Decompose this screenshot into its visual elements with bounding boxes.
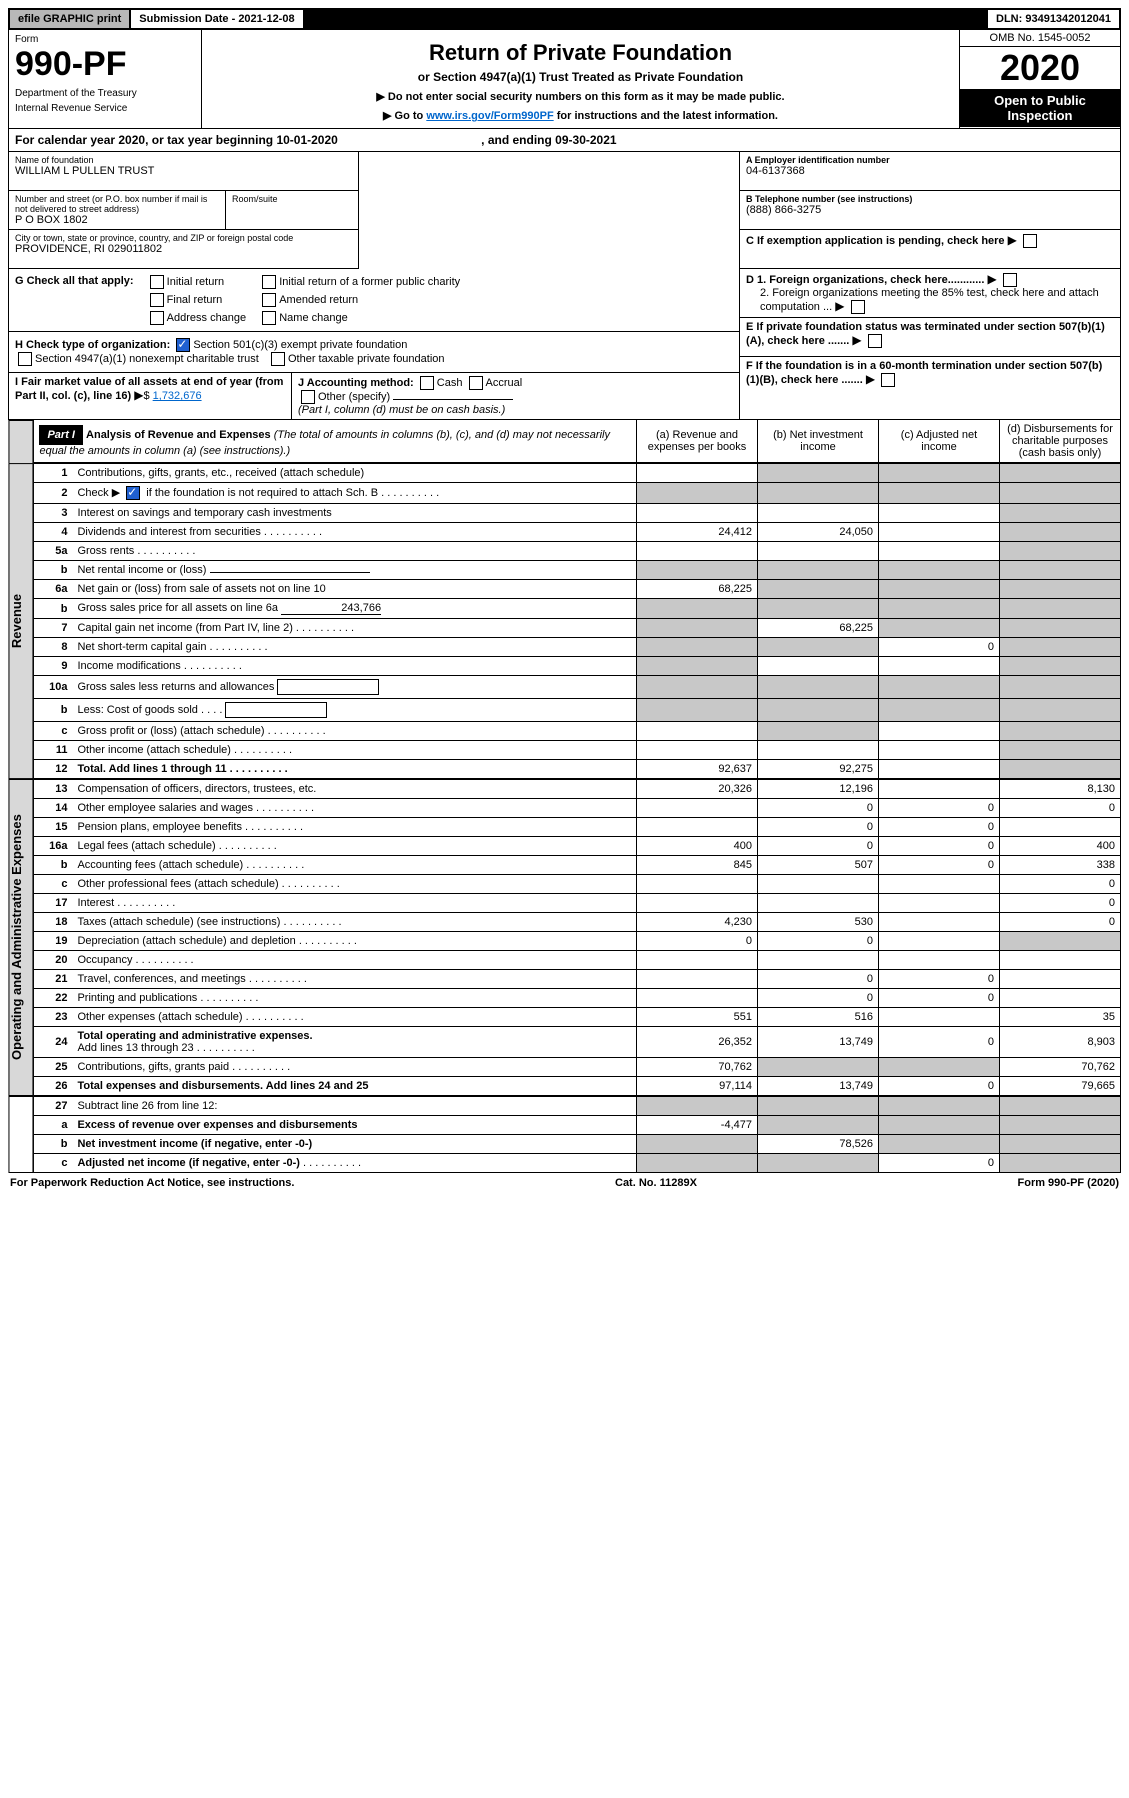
60month-checkbox[interactable]	[881, 373, 895, 387]
instruction-2: ▶ Go to www.irs.gov/Form990PF for instru…	[208, 109, 953, 122]
4947-checkbox[interactable]	[18, 352, 32, 366]
header-center: Return of Private Foundation or Section …	[202, 30, 959, 128]
line27-table: 27Subtract line 26 from line 12: aExcess…	[33, 1096, 1121, 1173]
revenue-side-label: Revenue	[8, 463, 33, 779]
calendar-year-row: For calendar year 2020, or tax year begi…	[8, 129, 1121, 152]
initial-former-checkbox[interactable]	[262, 275, 276, 289]
foreign-85-checkbox[interactable]	[851, 300, 865, 314]
pra-notice: For Paperwork Reduction Act Notice, see …	[10, 1177, 294, 1189]
expenses-side-label: Operating and Administrative Expenses	[8, 779, 33, 1096]
initial-return-checkbox[interactable]	[150, 275, 164, 289]
ein-cell: A Employer identification number 04-6137…	[740, 152, 1120, 191]
revenue-section: Revenue 1Contributions, gifts, grants, e…	[8, 463, 1121, 779]
foundation-name-cell: Name of foundation WILLIAM L PULLEN TRUS…	[9, 152, 358, 191]
room-suite-cell: Room/suite	[225, 191, 358, 230]
part1-header-table: Part I Analysis of Revenue and Expenses …	[33, 420, 1121, 463]
tel-cell: B Telephone number (see instructions) (8…	[740, 191, 1120, 230]
other-method-checkbox[interactable]	[301, 390, 315, 404]
form-title: Return of Private Foundation	[208, 40, 953, 66]
side-blank	[8, 1096, 33, 1173]
section-g: G Check all that apply: Initial return F…	[9, 269, 739, 332]
section-d: D 1. Foreign organizations, check here..…	[740, 269, 1120, 318]
section-h: H Check type of organization: Section 50…	[9, 332, 739, 373]
revenue-table: 1Contributions, gifts, grants, etc., rec…	[33, 463, 1121, 779]
accrual-checkbox[interactable]	[469, 376, 483, 390]
sch-b-checkbox[interactable]	[126, 486, 140, 500]
dln-label: DLN: 93491342012041	[988, 10, 1119, 28]
cash-checkbox[interactable]	[420, 376, 434, 390]
submission-date: Submission Date - 2021-12-08	[131, 10, 304, 28]
section-i: I Fair market value of all assets at end…	[9, 373, 292, 419]
part1-title: Analysis of Revenue and Expenses	[86, 429, 271, 441]
col-b-header: (b) Net investment income	[758, 420, 879, 463]
form-number: 990-PF	[15, 45, 195, 84]
fmv-value[interactable]: 1,732,676	[153, 390, 202, 402]
open-public-badge: Open to Public Inspection	[960, 89, 1120, 127]
omb-number: OMB No. 1545-0052	[960, 30, 1120, 47]
instruction-1: ▶ Do not enter social security numbers o…	[208, 90, 953, 103]
header-right: OMB No. 1545-0052 2020 Open to Public In…	[959, 30, 1120, 128]
section-c: C If exemption application is pending, c…	[740, 230, 1120, 269]
amended-return-checkbox[interactable]	[262, 293, 276, 307]
treasury-dept: Department of the Treasury	[15, 88, 195, 99]
section-e: E If private foundation status was termi…	[740, 318, 1120, 357]
other-taxable-checkbox[interactable]	[271, 352, 285, 366]
spacer	[305, 10, 988, 28]
final-return-checkbox[interactable]	[150, 293, 164, 307]
page-footer: For Paperwork Reduction Act Notice, see …	[8, 1173, 1121, 1193]
form-subtitle: or Section 4947(a)(1) Trust Treated as P…	[208, 70, 953, 84]
city-cell: City or town, state or province, country…	[9, 230, 358, 269]
top-bar: efile GRAPHIC print Submission Date - 20…	[8, 8, 1121, 30]
form-number-cell: Form 990-PF Department of the Treasury I…	[9, 30, 202, 128]
irs-link[interactable]: www.irs.gov/Form990PF	[426, 110, 553, 122]
col-c-header: (c) Adjusted net income	[879, 420, 1000, 463]
efile-print-button[interactable]: efile GRAPHIC print	[10, 10, 131, 28]
cat-number: Cat. No. 11289X	[615, 1177, 697, 1189]
name-change-checkbox[interactable]	[262, 311, 276, 325]
section-j: J Accounting method: Cash Accrual Other …	[292, 373, 739, 419]
foreign-org-checkbox[interactable]	[1003, 273, 1017, 287]
address-cell: Number and street (or P.O. box number if…	[9, 191, 225, 230]
side-spacer	[8, 420, 33, 463]
part1-label: Part I	[39, 425, 83, 445]
form-label: Form	[15, 34, 195, 45]
exemption-pending-checkbox[interactable]	[1023, 234, 1037, 248]
terminated-checkbox[interactable]	[868, 334, 882, 348]
form-header: Form 990-PF Department of the Treasury I…	[8, 30, 1121, 129]
501c3-checkbox[interactable]	[176, 338, 190, 352]
form-ref: Form 990-PF (2020)	[1018, 1177, 1119, 1189]
expenses-section: Operating and Administrative Expenses 13…	[8, 779, 1121, 1096]
entity-info-grid: Name of foundation WILLIAM L PULLEN TRUS…	[8, 152, 1121, 420]
address-change-checkbox[interactable]	[150, 311, 164, 325]
tax-year: 2020	[960, 47, 1120, 89]
line27-section: 27Subtract line 26 from line 12: aExcess…	[8, 1096, 1121, 1173]
irs-label: Internal Revenue Service	[15, 103, 195, 114]
expenses-table: 13Compensation of officers, directors, t…	[33, 779, 1121, 1096]
col-a-header: (a) Revenue and expenses per books	[637, 420, 758, 463]
section-f: F If the foundation is in a 60-month ter…	[740, 357, 1120, 395]
col-d-header: (d) Disbursements for charitable purpose…	[1000, 420, 1121, 463]
